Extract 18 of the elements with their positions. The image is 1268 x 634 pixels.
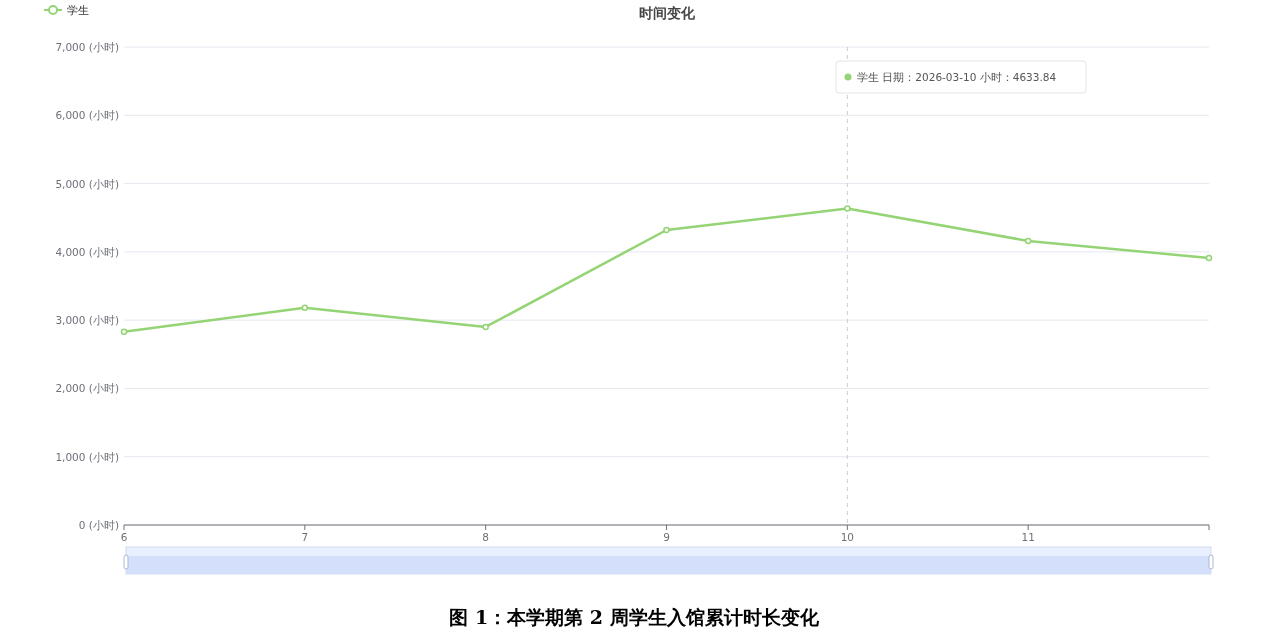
y-tick-label: 2,000 (小时): [55, 382, 119, 395]
caption: 图 1：本学期第 2 周学生入馆累计时长变化: [449, 606, 820, 628]
legend-label: 学生: [67, 4, 89, 17]
x-tick-label: 11: [1021, 531, 1035, 543]
y-tick-label: 5,000 (小时): [55, 177, 119, 190]
y-tick-label: 1,000 (小时): [55, 450, 119, 463]
x-tick-label: 9: [663, 531, 670, 543]
annotation: 学生 日期：2026-03-10 小时：4633.84: [857, 71, 1057, 83]
y-tick-label: 6,000 (小时): [55, 109, 119, 122]
x-tick-label: 8: [482, 531, 490, 543]
y-tick-label: 0 (小时): [78, 519, 119, 531]
y-tick-label: 3,000 (小时): [55, 314, 119, 327]
x-tick-label: 10: [840, 531, 855, 543]
y-tick-label: 4,000 (小时): [55, 245, 119, 258]
x-tick-label: 7: [301, 531, 309, 543]
chart-title: 时间变化: [638, 5, 696, 21]
x-tick-label: 6: [120, 531, 128, 543]
y-tick-label: 7,000 (小时): [55, 41, 119, 53]
